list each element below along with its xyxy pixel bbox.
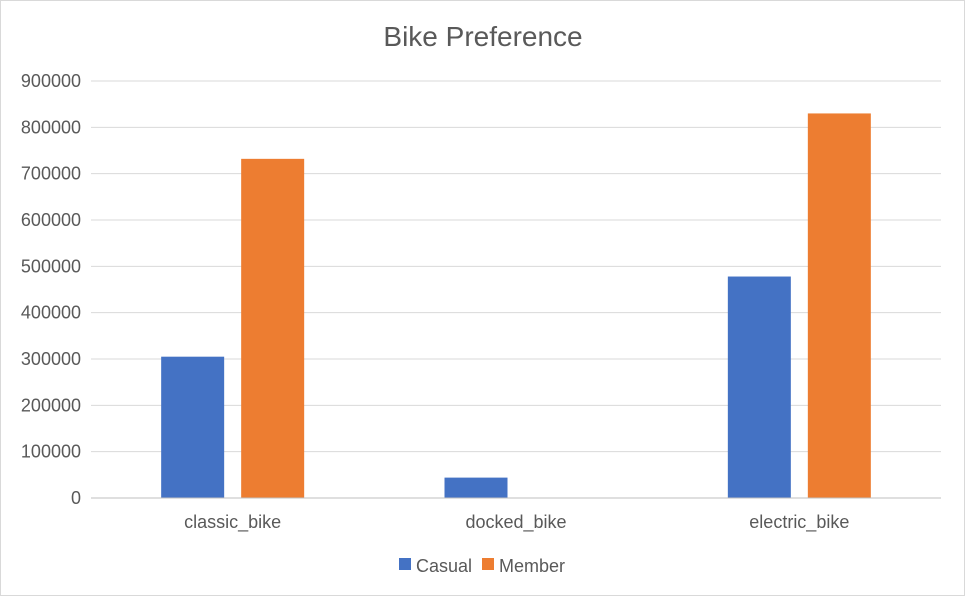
legend: Casual Member	[399, 556, 565, 576]
x-tick-label: electric_bike	[749, 512, 849, 533]
y-tick-label: 900000	[21, 71, 81, 91]
bar-casual-docked_bike	[444, 477, 508, 498]
y-tick-label: 800000	[21, 117, 81, 137]
x-tick-label: classic_bike	[184, 512, 281, 533]
bar-casual-classic_bike	[161, 356, 225, 498]
legend-label-casual: Casual	[416, 556, 472, 576]
y-tick-label: 600000	[21, 210, 81, 230]
gridlines	[91, 80, 941, 453]
x-axis-ticks: classic_bike docked_bike electric_bike	[184, 512, 849, 533]
y-tick-label: 500000	[21, 256, 81, 276]
legend-swatch-member	[482, 558, 494, 570]
y-tick-label: 0	[71, 488, 81, 508]
y-axis-ticks: 0 100000 200000 300000 400000 500000 600000 700…	[21, 71, 81, 508]
y-tick-label: 100000	[21, 442, 81, 462]
y-tick-label: 200000	[21, 395, 81, 415]
bars	[161, 113, 871, 498]
legend-swatch-casual	[399, 558, 411, 570]
y-tick-label: 300000	[21, 349, 81, 369]
bar-member-electric_bike	[807, 113, 871, 498]
bar-member-classic_bike	[241, 158, 305, 498]
chart-title: Bike Preference	[383, 21, 582, 52]
y-tick-label: 400000	[21, 303, 81, 323]
x-tick-label: docked_bike	[465, 512, 566, 533]
bar-casual-electric_bike	[727, 276, 791, 498]
legend-label-member: Member	[499, 556, 565, 576]
y-tick-label: 700000	[21, 164, 81, 184]
